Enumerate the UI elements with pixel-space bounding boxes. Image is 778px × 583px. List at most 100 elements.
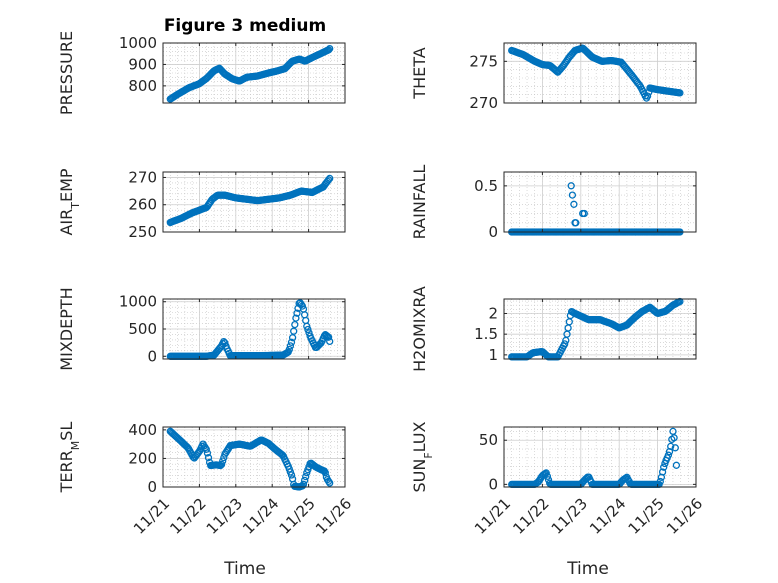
data-point — [572, 219, 580, 227]
y-tick-label: 400 — [128, 421, 157, 439]
y-tick-label: 0.5 — [474, 177, 498, 195]
y-axis-label: PRESSURE — [57, 31, 76, 115]
y-axis-label: SUNFLUX — [410, 421, 435, 492]
ticks — [162, 42, 346, 103]
data-point — [667, 442, 675, 451]
data-point — [676, 89, 684, 97]
axes-box — [503, 426, 697, 488]
y-tick-label: 1.5 — [474, 325, 498, 343]
data-point — [324, 333, 333, 341]
data-point — [671, 444, 679, 452]
data-point — [195, 448, 203, 456]
data-point — [303, 322, 311, 330]
panel-rainfall: 0 0.5 RAINFALL — [410, 165, 697, 241]
y-tick-label: 800 — [128, 77, 157, 95]
y-axis-label: TERRMSL — [57, 422, 82, 494]
data-point — [326, 479, 334, 487]
data-point — [219, 457, 227, 465]
ticks — [162, 427, 346, 488]
data-point — [670, 434, 678, 442]
data-point — [321, 469, 329, 477]
y-axis-label: H2OMIXRA — [410, 286, 429, 372]
data-point — [326, 44, 334, 53]
y-tick-label: 1000 — [119, 34, 157, 52]
y-axis-label: AIRTEMP — [57, 168, 82, 235]
data-point — [302, 472, 310, 481]
data-point — [324, 46, 333, 54]
data-series-pressure — [166, 44, 334, 103]
y-tick-label: 0 — [488, 223, 498, 241]
data-point — [286, 342, 295, 350]
y-tick-label: 1 — [488, 346, 498, 364]
axes-box — [503, 298, 697, 360]
y-tick-label: 1000 — [119, 293, 157, 311]
data-point — [287, 471, 296, 479]
plot-area — [504, 427, 696, 487]
y-tick-label: 0 — [488, 475, 498, 493]
y-tick-label: 260 — [128, 196, 157, 214]
y-tick-label: 275 — [469, 52, 498, 70]
data-point — [324, 176, 333, 184]
data-point — [664, 451, 673, 459]
y-axis-label: THETA — [410, 47, 429, 99]
panel-mixdepth: 0 500 1000 MIXDEPTH — [57, 287, 346, 371]
data-point — [567, 182, 575, 190]
x-axis-label-right: Time — [566, 559, 609, 579]
data-point — [287, 338, 296, 346]
axes-box — [162, 171, 346, 233]
y-tick-label: 900 — [128, 55, 157, 73]
data-point — [561, 340, 569, 348]
y-tick-label: 0 — [147, 478, 157, 496]
data-point — [285, 345, 293, 354]
y-axis-label: RAINFALL — [410, 165, 429, 240]
y-tick-label: 500 — [128, 320, 157, 338]
data-point — [292, 314, 300, 322]
data-point — [288, 334, 297, 342]
ticks — [162, 172, 346, 233]
data-point — [643, 92, 652, 100]
x-axis-label-left: Time — [223, 559, 266, 579]
data-point — [658, 468, 667, 476]
data-series-h2omixra — [508, 297, 684, 361]
data-point — [304, 325, 312, 334]
data-point — [570, 200, 578, 208]
y-tick-label: 200 — [128, 449, 157, 467]
panel-h2omixra: 1 1.5 2 H2OMIXRA — [410, 286, 697, 372]
data-point — [293, 309, 301, 317]
y-tick-label: 2 — [488, 304, 498, 322]
plot-area — [163, 427, 345, 487]
axes-box — [503, 42, 697, 104]
y-tick-label: 270 — [469, 94, 498, 112]
data-point — [568, 191, 577, 199]
data-point — [217, 460, 226, 469]
ticks — [503, 172, 697, 233]
axes-box — [162, 426, 346, 488]
data-point — [660, 463, 668, 471]
figure-title: Figure 3 medium — [164, 16, 326, 36]
data-series-theta — [508, 44, 684, 102]
data-point — [542, 469, 550, 477]
data-point — [203, 449, 212, 457]
axes-box — [503, 171, 697, 233]
panel-theta: 270 275 THETA — [410, 42, 697, 112]
panel-air_temp: 250 260 270 AIRTEMP — [57, 168, 346, 241]
y-tick-label: 270 — [128, 168, 157, 186]
data-point — [656, 477, 664, 486]
data-point — [326, 174, 334, 183]
panel-pressure: 800 900 1000 PRESSURE — [57, 31, 346, 115]
data-series-terr_msl — [166, 427, 334, 491]
y-tick-label: 250 — [128, 223, 157, 241]
data-point — [580, 209, 588, 218]
data-point — [290, 327, 298, 335]
ticks — [503, 427, 697, 487]
data-series-air_temp — [166, 174, 334, 227]
data-point — [202, 445, 210, 453]
data-point — [672, 461, 681, 469]
ticks — [162, 299, 346, 359]
ticks — [503, 43, 697, 104]
y-tick-label: 0 — [147, 347, 157, 365]
ticks — [503, 299, 697, 359]
y-axis-label: MIXDEPTH — [57, 287, 76, 370]
y-tick-label: 50 — [479, 431, 498, 449]
